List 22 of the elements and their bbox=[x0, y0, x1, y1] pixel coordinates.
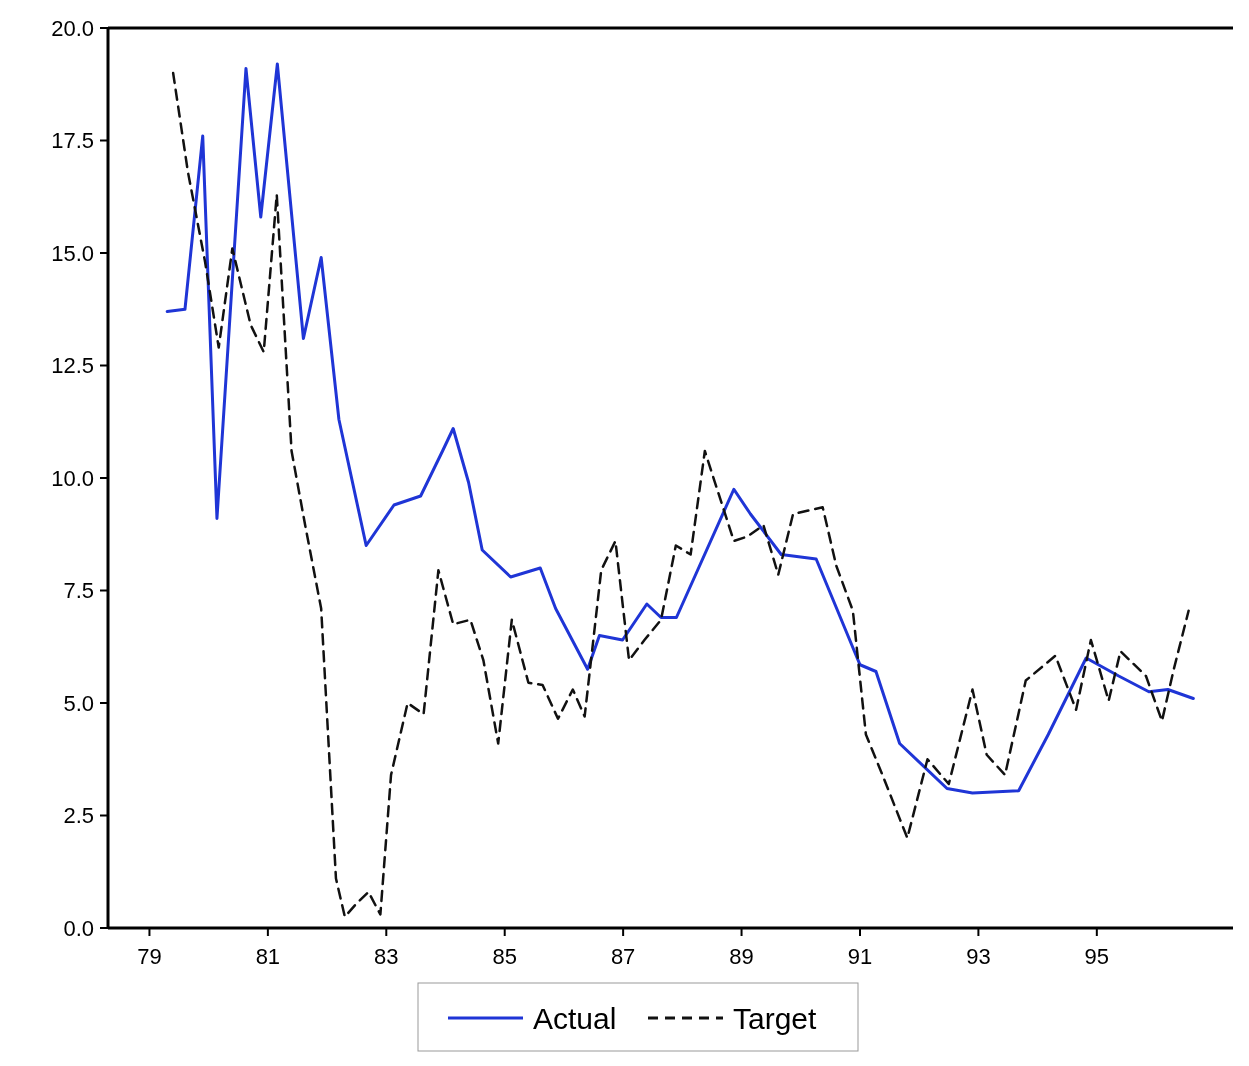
y-tick-label: 12.5 bbox=[51, 353, 94, 379]
x-tick-label: 81 bbox=[255, 944, 281, 969]
x-tick-label: 79 bbox=[137, 944, 162, 969]
x-tick-label: 89 bbox=[729, 944, 754, 969]
y-tick-label: 17.5 bbox=[51, 128, 94, 154]
y-tick-label: 7.5 bbox=[63, 578, 94, 604]
y-tick-label: 10.0 bbox=[51, 465, 94, 491]
y-tick-label: 20.0 bbox=[51, 15, 94, 41]
x-tick-label: 95 bbox=[1084, 944, 1110, 969]
x-tick-label: 87 bbox=[610, 944, 636, 969]
y-tick-label: 2.5 bbox=[63, 803, 94, 829]
x-tick-label: 93 bbox=[966, 944, 991, 969]
y-tick-label: 5.0 bbox=[63, 690, 94, 716]
x-tick-label: 91 bbox=[847, 944, 873, 969]
y-tick-label: 15.0 bbox=[51, 240, 94, 266]
x-tick-label: 83 bbox=[374, 944, 399, 969]
x-tick-label: 85 bbox=[492, 944, 517, 969]
y-tick-label: 0.0 bbox=[63, 915, 94, 941]
line-series bbox=[165, 62, 1195, 795]
line-series bbox=[171, 71, 1190, 918]
legend-label: Actual bbox=[533, 1001, 617, 1035]
legend-label: Target bbox=[733, 1001, 818, 1035]
